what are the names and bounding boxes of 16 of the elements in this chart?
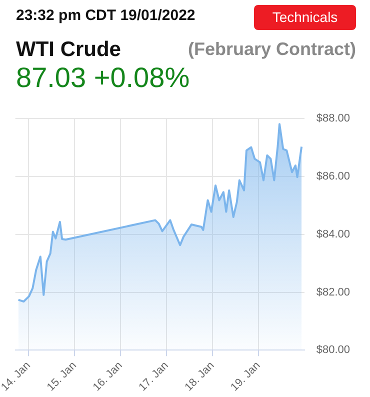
y-tick-label: $88.00 <box>316 112 350 125</box>
text: 87.03 +0.08% <box>16 62 190 94</box>
x-tick-label: 15. Jan <box>44 360 79 394</box>
y-tick-label: $84.00 <box>316 228 350 240</box>
y-tick-label: $86.00 <box>316 170 350 183</box>
x-tick-label: 18. Jan <box>182 360 217 394</box>
x-tick-label: 16. Jan <box>90 360 125 394</box>
x-tick-label: 17. Jan <box>136 360 171 394</box>
text: 23:32 pm CDT 19/01/2022 <box>16 7 196 24</box>
y-tick-label: $80.00 <box>316 344 350 356</box>
x-tick-label: 14. Jan <box>0 360 33 394</box>
chart-title: WTI Crude <box>16 38 121 62</box>
x-tick-label: 19. Jan <box>228 360 263 394</box>
chart-subtitle: (February Contract) <box>188 39 356 60</box>
technicals-button[interactable]: Technicals <box>254 5 356 30</box>
y-tick-label: $82.00 <box>316 286 350 298</box>
